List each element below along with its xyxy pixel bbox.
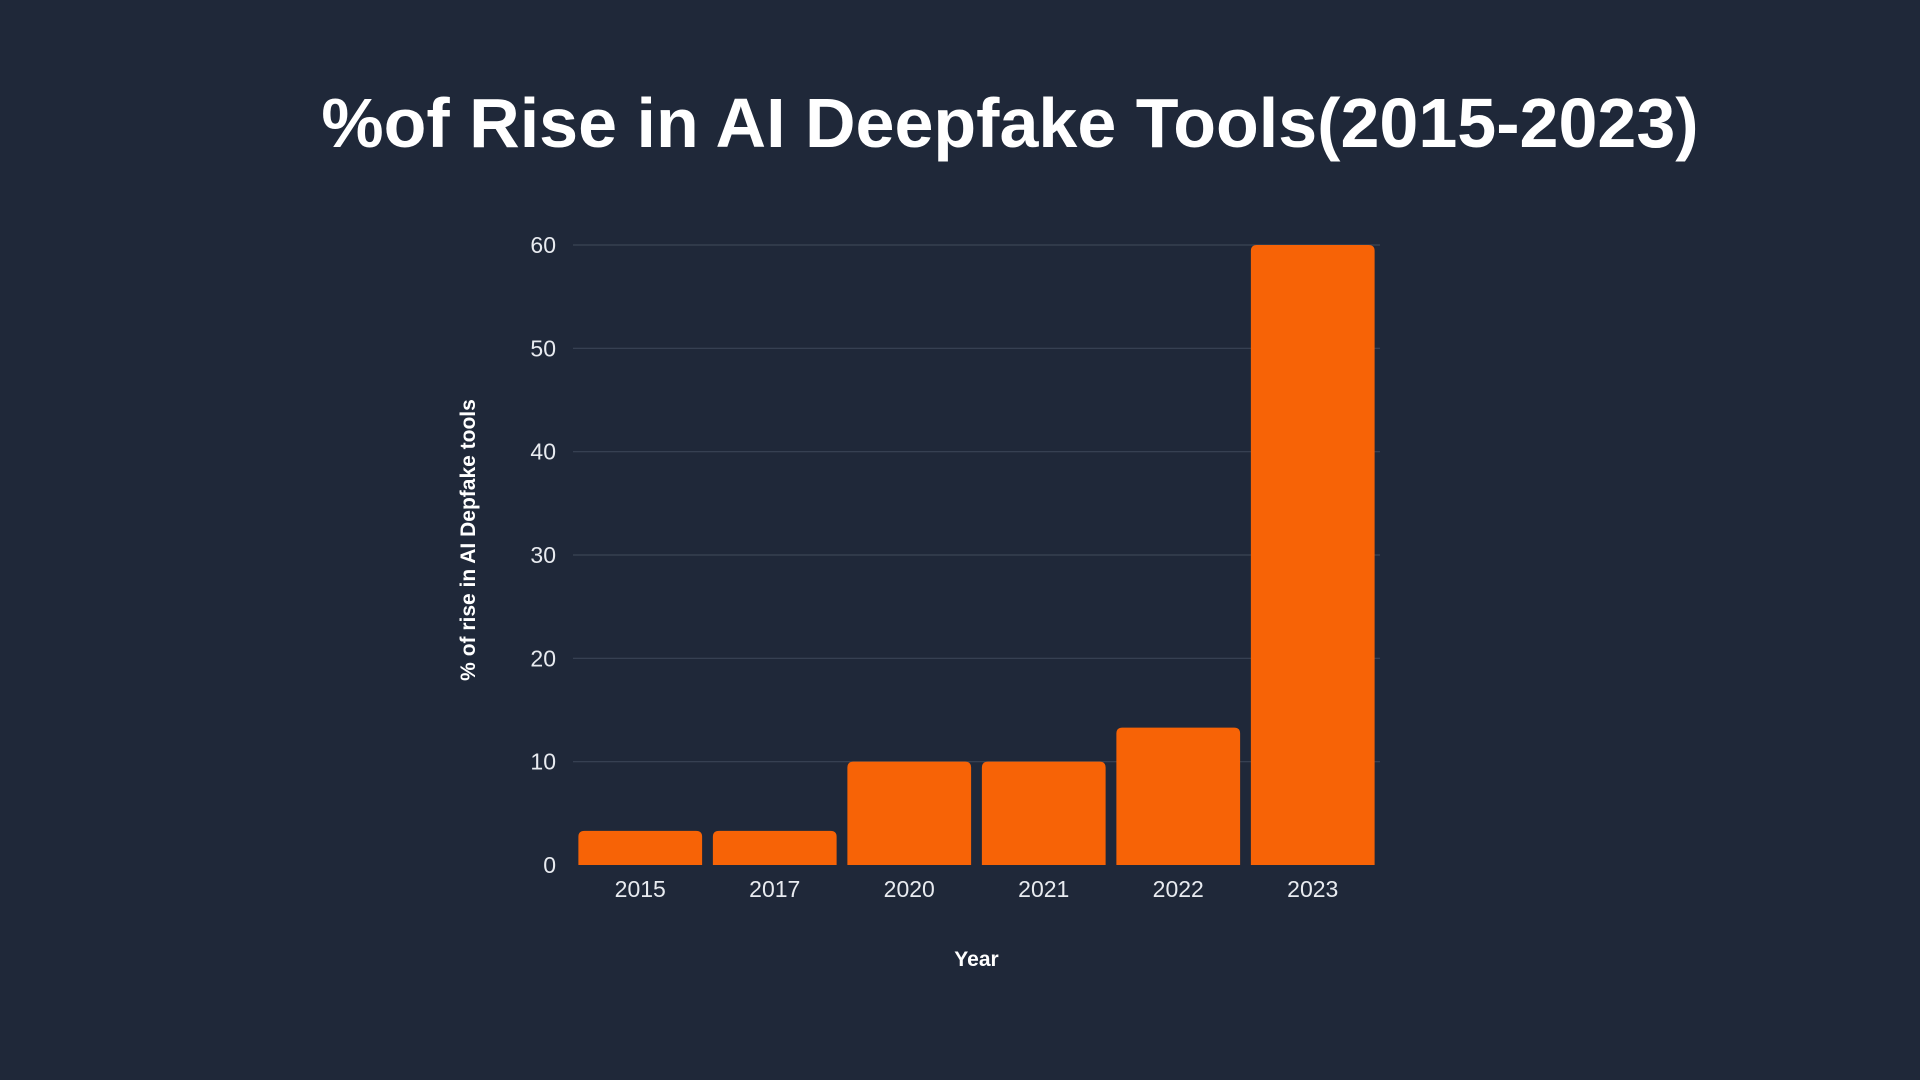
y-axis-ticks: 0 10 20 30 40 50 60 — [530, 232, 556, 878]
x-tick-label: 2017 — [749, 876, 800, 902]
chart-title: %of Rise in AI Deepfake Tools(2015-2023) — [321, 84, 1699, 162]
bar-2015 — [578, 830, 703, 865]
bar-2022 — [1116, 727, 1241, 865]
y-axis-title: % of rise in AI Depfake tools — [457, 399, 480, 681]
y-tick-label: 0 — [543, 852, 556, 878]
y-tick-label: 60 — [530, 232, 556, 258]
x-axis-title: Year — [954, 948, 998, 971]
y-tick-label: 40 — [530, 439, 556, 465]
bar-2023 — [1250, 245, 1375, 865]
x-axis-ticks: 2015 2017 2020 2021 2022 2023 — [615, 876, 1339, 902]
bar-2021 — [981, 761, 1106, 865]
y-tick-label: 20 — [530, 645, 556, 671]
y-tick-label: 10 — [530, 749, 556, 775]
bars — [578, 245, 1375, 865]
bar-2020 — [847, 761, 972, 865]
gridlines — [573, 244, 1380, 763]
x-tick-label: 2015 — [615, 876, 666, 902]
x-tick-label: 2022 — [1153, 876, 1204, 902]
y-tick-label: 30 — [530, 542, 556, 568]
y-tick-label: 50 — [530, 335, 556, 361]
x-tick-label: 2023 — [1287, 876, 1338, 902]
bar-2017 — [712, 830, 837, 865]
x-tick-label: 2020 — [884, 876, 935, 902]
x-tick-label: 2021 — [1018, 876, 1069, 902]
